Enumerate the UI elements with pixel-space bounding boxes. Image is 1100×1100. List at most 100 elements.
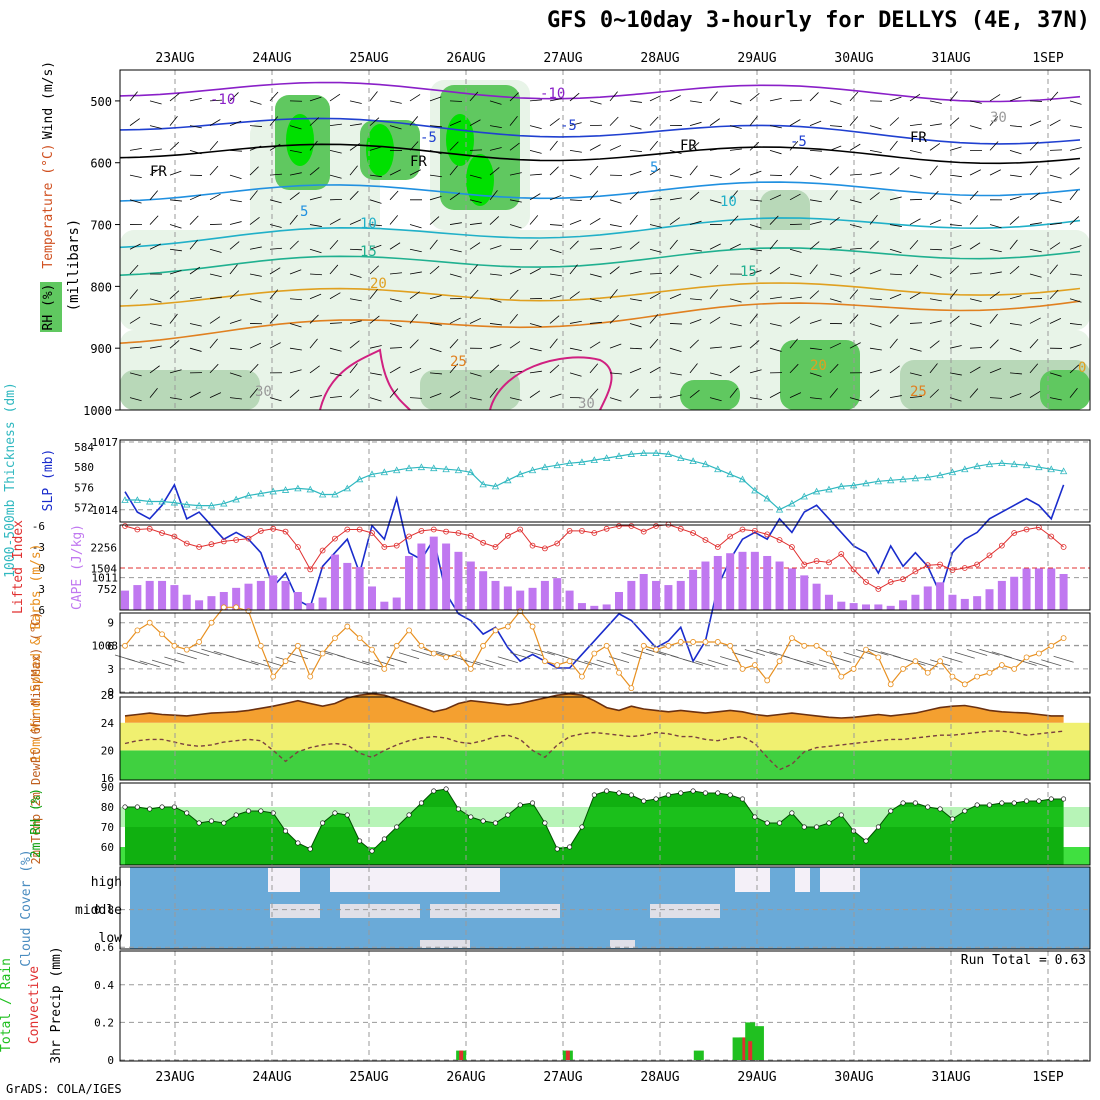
wind-barb (469, 317, 482, 324)
wind-barb (929, 143, 941, 151)
wind-barb (749, 93, 760, 102)
lifted-index-marker (529, 542, 536, 549)
lifted-index-marker (344, 526, 351, 533)
cape-bar (429, 536, 438, 610)
wind-barb (209, 392, 222, 398)
cape-bar (244, 583, 253, 610)
wind-speed-marker (751, 662, 758, 668)
wind-barb (969, 242, 981, 250)
thickness-marker (170, 498, 179, 506)
wind-barb (129, 264, 139, 275)
tick-label: 0.4 (94, 979, 114, 992)
wind-speed-marker (714, 639, 721, 645)
wind-barb (909, 264, 919, 275)
wind-barb (549, 295, 562, 300)
thickness-marker (343, 484, 351, 492)
wind-barb (189, 239, 198, 250)
wind-barb (469, 174, 482, 179)
surface-wind-barb (411, 649, 432, 657)
surface-wind-barb (831, 656, 852, 663)
wind-barb (429, 216, 440, 225)
wind-barb (929, 165, 938, 176)
surface-wind-barb (1016, 659, 1037, 666)
thickness-marker (788, 499, 796, 507)
wind-barb (649, 338, 659, 349)
thickness-marker (454, 466, 463, 474)
axis-label-wind: 10m Wind Speed & Barbs (m/s) (29, 543, 44, 762)
temperature-contour (119, 217, 1081, 249)
top-day-label: 28AUG (640, 51, 679, 66)
wind-speed-marker (220, 604, 227, 611)
wind-barb (129, 199, 142, 204)
wind-barb (569, 347, 582, 351)
rh-marker (283, 828, 289, 834)
wind-barb (529, 267, 541, 275)
wind-barb (189, 215, 199, 225)
lifted-index-marker (751, 528, 758, 534)
panel-frame (119, 782, 1091, 866)
cloud-high (735, 868, 770, 892)
wind-barb (949, 117, 960, 126)
rh-marker (1036, 798, 1042, 804)
rh-marker (579, 824, 585, 830)
wind-barb (909, 292, 921, 300)
lifted-index-marker (1011, 530, 1018, 536)
wind-barb (729, 215, 739, 225)
wind-barb (709, 264, 719, 275)
thickness-marker (183, 500, 191, 508)
wind-barb (229, 347, 242, 351)
rh-marker (628, 792, 634, 798)
rh-marker (789, 810, 795, 816)
wind-barb (249, 166, 259, 176)
wind-barb (969, 323, 982, 327)
wind-barb (409, 224, 422, 229)
thickness-marker (244, 491, 253, 499)
wind-barb (749, 199, 762, 202)
wind-barb (1009, 372, 1022, 375)
wind-barb (649, 198, 662, 201)
lifted-index-marker (764, 531, 771, 538)
wind-barb (1009, 125, 1022, 128)
wind-barb (589, 321, 602, 324)
wind-barb (769, 323, 782, 327)
contour-label: 0 (1078, 360, 1086, 376)
surface-wind-barb (300, 649, 321, 657)
rh-marker (1048, 796, 1054, 802)
contour-label: 25 (910, 384, 927, 400)
wind-barb (149, 190, 158, 201)
wind-barb (789, 338, 798, 349)
contour-label: FR (410, 154, 427, 170)
cape-bar (590, 605, 599, 610)
rh-marker (505, 812, 511, 818)
tick-label: 584 (74, 441, 94, 454)
tick-label: 900 (90, 342, 112, 356)
tick-label: 70 (101, 821, 114, 834)
cape-bar (121, 590, 129, 610)
precip-convective-bar (565, 1050, 570, 1060)
wind-barb (909, 174, 922, 179)
bottom-day-label: 30AUG (834, 1070, 873, 1085)
wind-barb (849, 342, 861, 349)
tick-label: 1014 (92, 504, 119, 517)
wind-barb (729, 168, 741, 176)
rh-shading (1040, 370, 1090, 410)
wind-barb (849, 143, 861, 151)
contour-label: -10 (210, 92, 235, 108)
rh-marker (208, 818, 214, 824)
wind-barb (829, 388, 838, 398)
wind-barb (949, 174, 962, 178)
thickness-marker (812, 487, 821, 495)
grads-credit: GrADS: COLA/IGES (6, 1082, 122, 1096)
thickness-marker (615, 452, 623, 459)
wind-barb (309, 167, 320, 176)
wind-barb (709, 243, 721, 250)
wind-barb (629, 170, 642, 176)
wind-barb (1049, 264, 1058, 275)
wind-barb (1009, 96, 1022, 102)
wind-barb (429, 347, 442, 353)
wind-barb (489, 100, 502, 105)
cape-bar (158, 580, 167, 610)
wind-barb (649, 314, 659, 324)
wind-speed-marker (542, 658, 548, 665)
wind-barb (249, 190, 258, 201)
